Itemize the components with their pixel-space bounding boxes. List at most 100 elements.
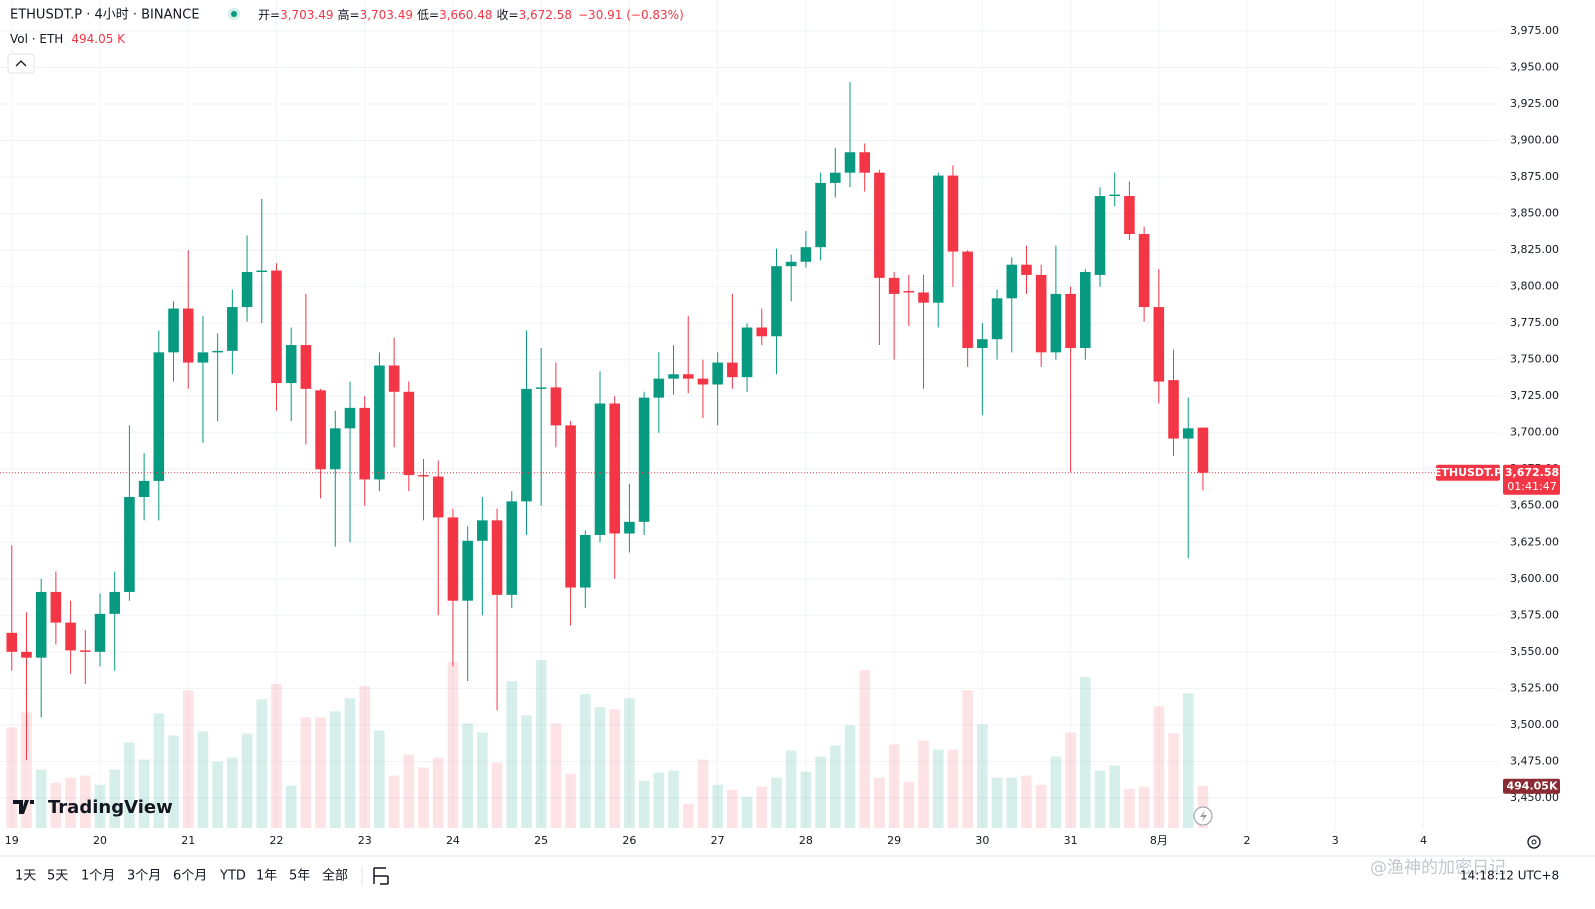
range-button[interactable]: 6个月 xyxy=(173,869,207,884)
candle-body xyxy=(727,362,738,378)
candle-body xyxy=(962,251,973,348)
range-button[interactable]: 5年 xyxy=(289,869,310,884)
candle-body xyxy=(697,378,709,385)
volume-bar xyxy=(432,757,444,828)
range-button[interactable]: 3个月 xyxy=(127,869,161,884)
volume-bar xyxy=(947,749,959,828)
candle-body xyxy=(609,403,620,534)
y-tick-label: 3,625.00 xyxy=(1510,535,1559,548)
collapse-button[interactable] xyxy=(7,53,35,74)
volume-bar xyxy=(359,686,370,828)
candle-body xyxy=(1153,307,1165,382)
range-button[interactable]: 1个月 xyxy=(81,869,115,884)
candle-body xyxy=(1138,234,1150,308)
volume-bar xyxy=(1035,784,1047,828)
gear-inner[interactable] xyxy=(1531,839,1537,845)
volume-bar xyxy=(785,750,797,828)
y-tick-label: 3,450.00 xyxy=(1510,791,1559,804)
volume-bar xyxy=(1124,788,1135,828)
candle-body xyxy=(197,352,209,363)
candle-body xyxy=(241,272,253,308)
volume-bar xyxy=(138,759,150,828)
range-button[interactable]: 5天 xyxy=(47,869,68,884)
candle-body xyxy=(153,352,165,481)
x-tick-label: 21 xyxy=(181,834,195,847)
gear-outer[interactable] xyxy=(1527,835,1541,849)
candle-body xyxy=(1197,427,1209,473)
vol-label: Vol · ETH xyxy=(10,32,63,46)
volume-bar xyxy=(109,769,120,828)
candle-body xyxy=(815,182,826,248)
range-button[interactable]: 1年 xyxy=(256,869,277,884)
volume-bar xyxy=(124,742,135,828)
range-button[interactable]: 1天 xyxy=(15,869,36,884)
candle-body xyxy=(712,362,723,385)
settings-button[interactable] xyxy=(1527,835,1541,849)
volume-bar xyxy=(300,717,312,828)
volume-bar xyxy=(1006,777,1018,828)
y-tick-label: 3,650.00 xyxy=(1510,499,1559,512)
volume-bar xyxy=(315,717,326,828)
candle-body xyxy=(138,480,150,497)
candle-body xyxy=(1050,293,1062,353)
candle-body xyxy=(477,520,488,541)
volume-bar xyxy=(94,784,106,828)
candle-body xyxy=(1109,194,1120,197)
volume-bar xyxy=(697,759,709,828)
watermark: @渔神的加密日记 xyxy=(1370,858,1506,878)
candle-body xyxy=(124,496,135,592)
volume-bar xyxy=(932,749,944,828)
volume-tag: 494.05K xyxy=(1507,780,1558,793)
y-tick-label: 3,700.00 xyxy=(1510,426,1559,439)
clock[interactable]: 14:18:12 UTC+8 xyxy=(1460,869,1559,883)
brand-name[interactable]: TradingView xyxy=(48,797,173,818)
volume-bar xyxy=(712,784,723,828)
volume-pane xyxy=(6,660,1209,828)
lightning-icon[interactable] xyxy=(1200,810,1207,822)
candle-body xyxy=(300,345,312,389)
volume-bar xyxy=(682,803,694,828)
candle-body xyxy=(1124,196,1135,235)
candle-body xyxy=(741,327,753,378)
range-button[interactable]: YTD xyxy=(219,869,246,884)
goto-date-button[interactable] xyxy=(373,867,389,885)
candle-body xyxy=(315,390,326,470)
volume-bar xyxy=(903,781,915,828)
volume-bar xyxy=(50,782,62,828)
x-tick-label: 31 xyxy=(1064,834,1078,847)
candle-body xyxy=(756,327,768,337)
volume-bar xyxy=(521,715,532,828)
candle-body xyxy=(844,152,856,173)
x-tick-label: 8月 xyxy=(1150,834,1168,847)
goto-date-icon[interactable] xyxy=(373,867,389,885)
volume-bar xyxy=(874,777,885,828)
brand-icon[interactable] xyxy=(13,800,34,814)
x-tick-label: 19 xyxy=(5,834,19,847)
low-value: 3,660.48 xyxy=(439,8,492,22)
candle-body xyxy=(462,540,473,601)
candle-body xyxy=(947,175,959,252)
brand-logo[interactable]: TradingView xyxy=(13,797,173,818)
x-tick-label: 25 xyxy=(534,834,548,847)
volume-bar xyxy=(800,771,812,828)
volume-bar xyxy=(168,735,179,828)
x-tick-label: 26 xyxy=(622,834,636,847)
y-tick-label: 3,950.00 xyxy=(1510,60,1559,73)
volume-bar xyxy=(991,777,1003,828)
x-tick-label: 20 xyxy=(93,834,107,847)
volume-bar xyxy=(771,777,782,828)
price-tag: 3,672.58 xyxy=(1505,466,1559,479)
vol-value: 494.05 K xyxy=(71,32,126,46)
lightning-button[interactable] xyxy=(1193,806,1213,826)
volume-bar xyxy=(21,712,32,828)
volume-bar xyxy=(330,711,341,828)
candle-body xyxy=(403,391,415,476)
candle-body xyxy=(227,307,238,351)
y-tick-label: 3,725.00 xyxy=(1510,389,1559,402)
open-value: 3,703.49 xyxy=(280,8,333,22)
range-button[interactable]: 全部 xyxy=(322,868,348,884)
collapse-box[interactable] xyxy=(7,53,35,74)
collapse-icon[interactable] xyxy=(15,60,27,67)
candle-body xyxy=(109,591,120,614)
volume-bar xyxy=(1065,732,1076,828)
